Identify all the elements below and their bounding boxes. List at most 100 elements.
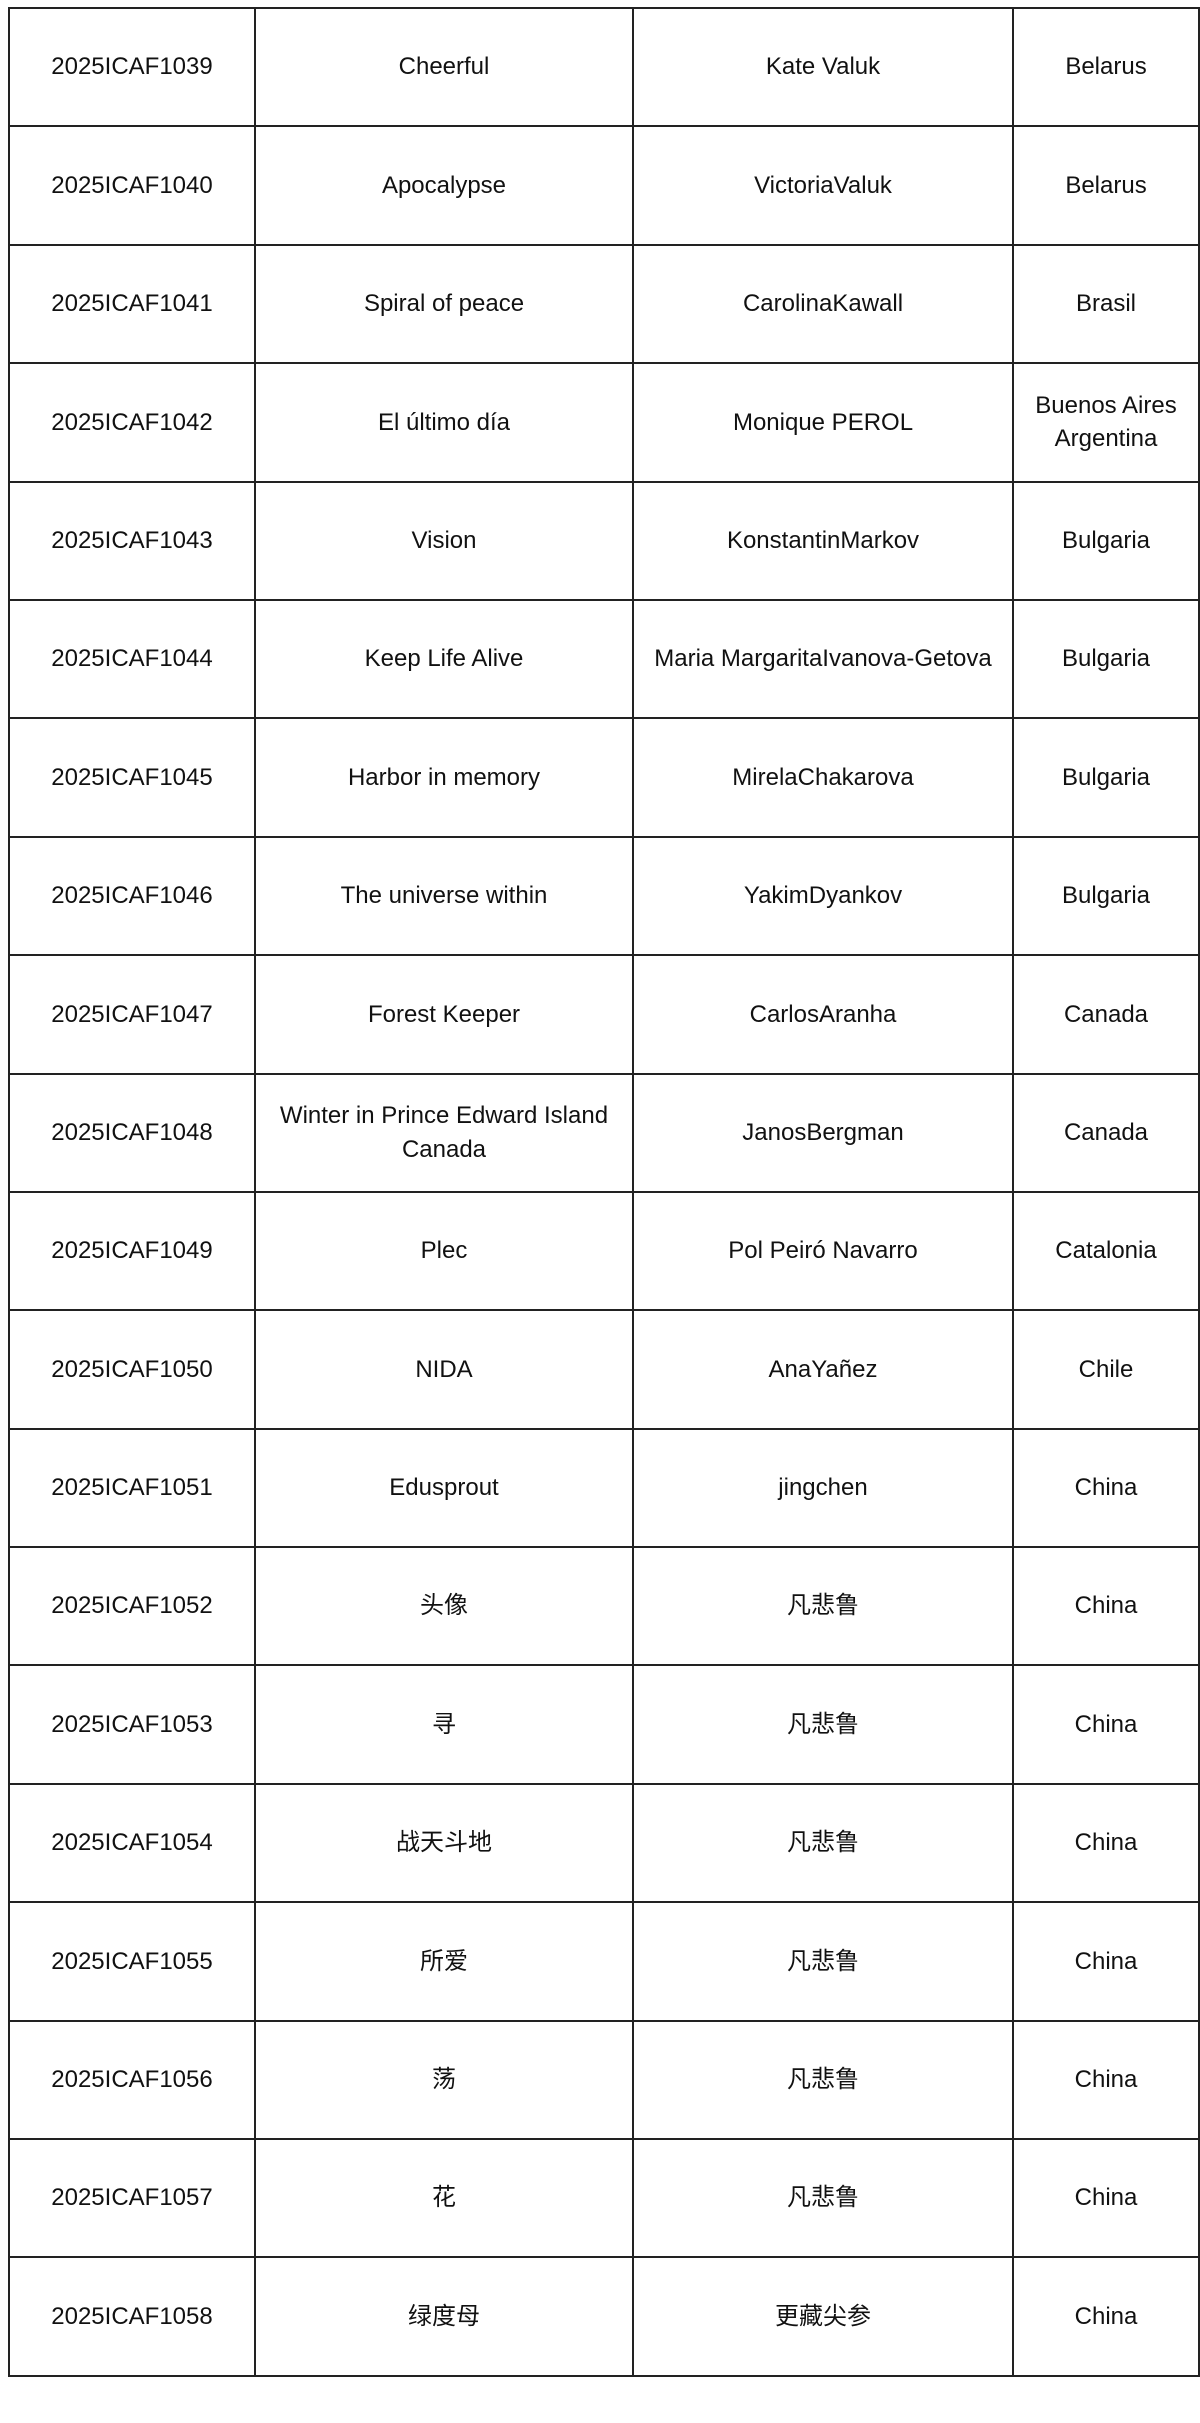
cell-country: Canada <box>1012 954 1200 1075</box>
cell-country: China <box>1012 2019 1200 2141</box>
cell-title: Edusprout <box>254 1427 634 1549</box>
cell-id: 2025ICAF1056 <box>8 2019 256 2141</box>
cell-title: NIDA <box>254 1309 634 1430</box>
table-row: 2025ICAF1040 Apocalypse VictoriaValuk Belar… <box>8 125 1200 246</box>
entries-table: 2025ICAF1039 Cheerful Kate Valuk Belarus 202… <box>8 6 1200 2377</box>
cell-title: 头像 <box>254 1546 634 1667</box>
cell-country: Bulgaria <box>1012 480 1200 601</box>
table-row: 2025ICAF1051 Edusprout jingchen China <box>8 1427 1200 1549</box>
cell-id: 2025ICAF1053 <box>8 1664 256 1785</box>
cell-id: 2025ICAF1052 <box>8 1546 256 1667</box>
cell-author: CarlosAranha <box>632 954 1014 1075</box>
cell-id: 2025ICAF1041 <box>8 243 256 365</box>
cell-id: 2025ICAF1042 <box>8 362 256 483</box>
table-row: 2025ICAF1055 所爱 凡悲鲁 China <box>8 1901 1200 2022</box>
cell-author: AnaYañez <box>632 1309 1014 1430</box>
cell-title: 花 <box>254 2138 634 2259</box>
table-row: 2025ICAF1042 El último día Monique PEROL Bu… <box>8 362 1200 483</box>
cell-author: CarolinaKawall <box>632 243 1014 365</box>
cell-country: China <box>1012 1664 1200 1785</box>
cell-title: Apocalypse <box>254 125 634 246</box>
cell-country: China <box>1012 1427 1200 1549</box>
cell-id: 2025ICAF1050 <box>8 1309 256 1430</box>
cell-title: Forest Keeper <box>254 954 634 1075</box>
cell-author: KonstantinMarkov <box>632 480 1014 601</box>
cell-country: Bulgaria <box>1012 717 1200 838</box>
cell-id: 2025ICAF1054 <box>8 1782 256 1904</box>
cell-id: 2025ICAF1057 <box>8 2138 256 2259</box>
cell-title: 所爱 <box>254 1901 634 2022</box>
cell-author: Pol Peiró Navarro <box>632 1190 1014 1312</box>
cell-author: 凡悲鲁 <box>632 1664 1014 1785</box>
cell-country: Buenos Aires Argentina <box>1012 362 1200 483</box>
cell-author: YakimDyankov <box>632 835 1014 957</box>
cell-country: China <box>1012 1546 1200 1667</box>
cell-country: China <box>1012 2138 1200 2259</box>
cell-title: 绿度母 <box>254 2256 634 2377</box>
table-row: 2025ICAF1046 The universe within YakimDyan… <box>8 835 1200 957</box>
table-row: 2025ICAF1043 Vision KonstantinMarkov Bulgar… <box>8 480 1200 601</box>
cell-country: Belarus <box>1012 6 1200 128</box>
table-row: 2025ICAF1041 Spiral of peace CarolinaKawal… <box>8 243 1200 365</box>
cell-author: JanosBergman <box>632 1072 1014 1193</box>
cell-author: 凡悲鲁 <box>632 1901 1014 2022</box>
cell-country: China <box>1012 1782 1200 1904</box>
table-row: 2025ICAF1053 寻凡悲鲁 China <box>8 1664 1200 1785</box>
cell-country: Brasil <box>1012 243 1200 365</box>
cell-author: Monique PEROL <box>632 362 1014 483</box>
cell-author: VictoriaValuk <box>632 125 1014 246</box>
cell-id: 2025ICAF1058 <box>8 2256 256 2377</box>
cell-id: 2025ICAF1044 <box>8 598 256 720</box>
cell-id: 2025ICAF1048 <box>8 1072 256 1193</box>
cell-country: Bulgaria <box>1012 598 1200 720</box>
cell-country: Canada <box>1012 1072 1200 1193</box>
cell-title: 战天斗地 <box>254 1782 634 1904</box>
cell-author: jingchen <box>632 1427 1014 1549</box>
table-row: 2025ICAF1045 Harbor in memory MirelaChakar… <box>8 717 1200 838</box>
cell-author: Maria MargaritaIvanova-Getova <box>632 598 1014 720</box>
cell-id: 2025ICAF1043 <box>8 480 256 601</box>
table-row: 2025ICAF1044 Keep Life Alive Maria Margari… <box>8 598 1200 720</box>
cell-country: Belarus <box>1012 125 1200 246</box>
table-row: 2025ICAF1056 荡凡悲鲁 China <box>8 2019 1200 2141</box>
cell-title: 荡 <box>254 2019 634 2141</box>
table-row: 2025ICAF1048 Winter in Prince Edward Isla… <box>8 1072 1200 1193</box>
table-row: 2025ICAF1058 绿度母 更藏尖参 China <box>8 2256 1200 2377</box>
cell-id: 2025ICAF1047 <box>8 954 256 1075</box>
cell-author: 凡悲鲁 <box>632 2138 1014 2259</box>
cell-id: 2025ICAF1039 <box>8 6 256 128</box>
table-row: 2025ICAF1050 NIDA AnaYañez Chile <box>8 1309 1200 1430</box>
cell-author: 凡悲鲁 <box>632 1782 1014 1904</box>
cell-title: The universe within <box>254 835 634 957</box>
cell-title: Harbor in memory <box>254 717 634 838</box>
cell-id: 2025ICAF1046 <box>8 835 256 957</box>
table-row: 2025ICAF1052 头像 凡悲鲁 China <box>8 1546 1200 1667</box>
table-row: 2025ICAF1057 花凡悲鲁 China <box>8 2138 1200 2259</box>
cell-id: 2025ICAF1055 <box>8 1901 256 2022</box>
cell-author: Kate Valuk <box>632 6 1014 128</box>
cell-title: El último día <box>254 362 634 483</box>
cell-country: Bulgaria <box>1012 835 1200 957</box>
cell-country: China <box>1012 1901 1200 2022</box>
cell-title: 寻 <box>254 1664 634 1785</box>
table-row: 2025ICAF1049 Plec Pol Peiró Navarro Catalon… <box>8 1190 1200 1312</box>
cell-author: 凡悲鲁 <box>632 2019 1014 2141</box>
cell-title: Spiral of peace <box>254 243 634 365</box>
cell-id: 2025ICAF1049 <box>8 1190 256 1312</box>
cell-author: 凡悲鲁 <box>632 1546 1014 1667</box>
table-row: 2025ICAF1054 战天斗地 凡悲鲁 China <box>8 1782 1200 1904</box>
cell-title: Keep Life Alive <box>254 598 634 720</box>
table-row: 2025ICAF1039 Cheerful Kate Valuk Belarus <box>8 6 1200 128</box>
cell-country: Chile <box>1012 1309 1200 1430</box>
cell-title: Plec <box>254 1190 634 1312</box>
cell-author: MirelaChakarova <box>632 717 1014 838</box>
cell-country: Catalonia <box>1012 1190 1200 1312</box>
cell-author: 更藏尖参 <box>632 2256 1014 2377</box>
cell-title: Winter in Prince Edward Island Canada <box>254 1072 634 1193</box>
cell-id: 2025ICAF1040 <box>8 125 256 246</box>
entries-table-body: 2025ICAF1039 Cheerful Kate Valuk Belarus 202… <box>8 6 1200 2377</box>
cell-title: Vision <box>254 480 634 601</box>
cell-country: China <box>1012 2256 1200 2377</box>
table-row: 2025ICAF1047 Forest Keeper CarlosAranha Can… <box>8 954 1200 1075</box>
cell-id: 2025ICAF1045 <box>8 717 256 838</box>
